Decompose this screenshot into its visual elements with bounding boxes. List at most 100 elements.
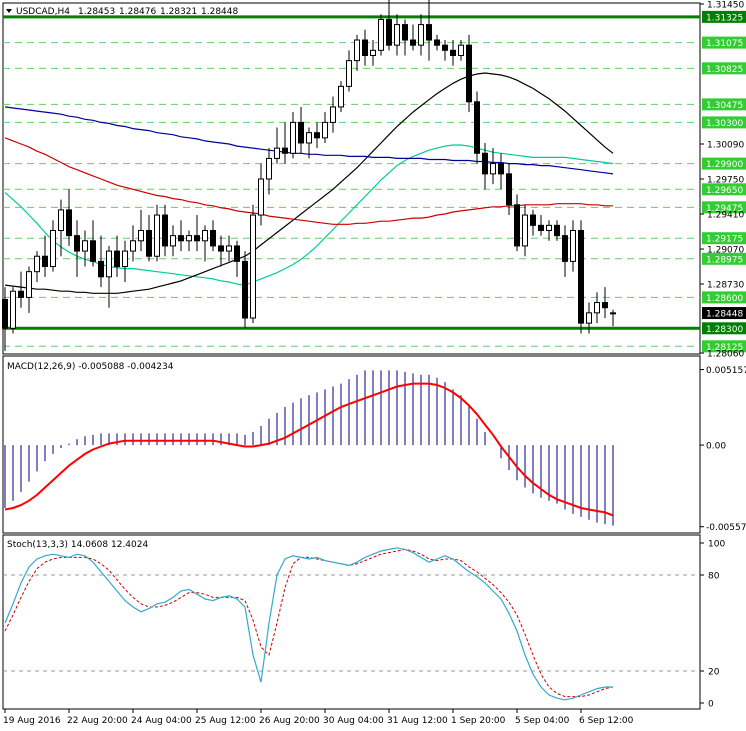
candle	[26, 266, 32, 313]
candle-body	[218, 245, 224, 252]
candle-body	[282, 147, 288, 154]
level-label: 1.29475	[706, 204, 743, 214]
candle	[282, 122, 288, 164]
dropdown-triangle-icon[interactable]	[6, 9, 12, 13]
candle	[514, 194, 520, 252]
candle-body	[386, 18, 392, 46]
level-label-box	[702, 10, 746, 23]
candle	[410, 24, 416, 51]
stoch-title: Stoch(13,3,3) 14.0608 12.4024	[7, 540, 148, 550]
time-tick-label: 1 Sep 20:00	[451, 716, 506, 726]
candle	[250, 204, 256, 324]
candle-body	[602, 302, 608, 309]
level-label: 1.29900	[706, 160, 743, 170]
candle	[594, 292, 600, 324]
level-label: 1.31075	[706, 39, 743, 49]
level-label: 1.29650	[706, 186, 743, 196]
candle-body	[146, 229, 152, 257]
candle-body	[202, 229, 208, 242]
candle	[194, 215, 200, 252]
candle-body	[578, 229, 584, 324]
price-tick-label: 1.29410	[707, 211, 744, 221]
candle	[58, 199, 64, 257]
candle-body	[242, 260, 248, 319]
candle	[434, 34, 440, 51]
stoch-tick-label: 0	[708, 700, 714, 710]
stoch-tick-label: 100	[708, 540, 725, 550]
candle	[50, 220, 56, 272]
candle	[178, 220, 184, 252]
candle	[362, 29, 368, 66]
candle	[314, 122, 320, 149]
low-value: 1.28321	[160, 7, 197, 17]
candle-body	[330, 106, 336, 123]
candle-body	[42, 255, 48, 268]
level-label-box	[702, 62, 746, 75]
macd-axis: 0.005157 0.00 -0.005575	[700, 366, 746, 533]
price-tick-label: 1.31450	[707, 1, 744, 11]
time-tick-label: 26 Aug 20:00	[259, 716, 320, 726]
candle	[242, 251, 248, 329]
stoch-main-line	[4, 547, 613, 701]
candle-body	[458, 44, 464, 56]
candle	[218, 235, 224, 267]
candle-body	[490, 163, 496, 175]
candle	[338, 81, 344, 113]
level-label: 1.30475	[706, 101, 743, 111]
candle	[418, 14, 424, 56]
macd-histogram	[4, 370, 614, 526]
candle-body	[34, 255, 40, 273]
candle-body	[98, 260, 104, 278]
candle-body	[442, 44, 448, 51]
candle	[258, 163, 264, 226]
candle	[18, 271, 24, 308]
level-label-box	[702, 322, 746, 335]
candle-body	[426, 24, 432, 41]
candle	[570, 220, 576, 272]
candle	[122, 240, 128, 282]
candle-body	[418, 24, 424, 46]
candle-body	[74, 235, 80, 252]
price-tick-label: 1.29070	[707, 246, 744, 256]
close-value: 1.28448	[201, 7, 238, 17]
candle-body	[538, 224, 544, 231]
candle-body	[18, 290, 24, 298]
macd-tick-label: -0.005575	[706, 523, 746, 533]
candle	[466, 34, 472, 113]
candle	[154, 204, 160, 262]
candle-body	[530, 214, 536, 226]
symbol-label: USDCAD,H4	[16, 7, 70, 17]
candle-body	[314, 132, 320, 139]
high-value: 1.28476	[119, 7, 156, 17]
candle-body	[338, 85, 344, 108]
candle	[186, 230, 192, 252]
candle	[522, 204, 528, 257]
current-price-box	[702, 307, 746, 320]
candle	[226, 235, 232, 262]
candle	[538, 215, 544, 236]
candle	[10, 287, 16, 334]
candle	[130, 225, 136, 262]
candle-body	[274, 147, 280, 159]
level-label: 1.28975	[706, 255, 743, 265]
macd-tick-label: 0.005157	[706, 366, 746, 376]
candle-body	[194, 235, 200, 242]
candle-body	[522, 214, 528, 247]
candle	[546, 220, 552, 241]
candle-body	[482, 152, 488, 175]
candle-body	[82, 240, 88, 252]
candle	[578, 220, 584, 334]
level-label-box	[702, 201, 746, 214]
moving-averages	[4, 72, 614, 294]
candle-body	[258, 178, 264, 216]
candle	[90, 220, 96, 267]
candle	[602, 287, 608, 318]
candle	[354, 34, 360, 71]
time-tick-label: 24 Aug 04:00	[131, 716, 192, 726]
level-label-box	[702, 252, 746, 265]
candle-body	[370, 49, 376, 56]
candle-body	[322, 121, 328, 139]
candle-body	[210, 229, 216, 247]
